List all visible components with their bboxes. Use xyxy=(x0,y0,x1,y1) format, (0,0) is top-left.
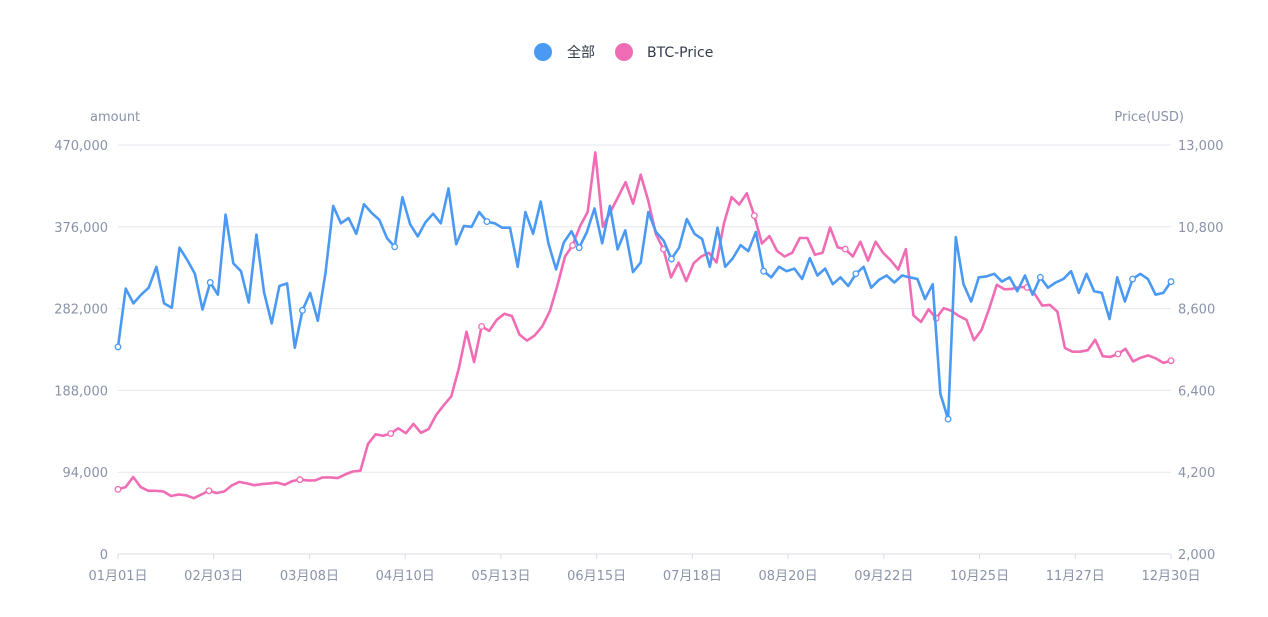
x-axis: 01月01日 02月03日 03月08日 04月10日 05月13日 06月15日 07月1… xyxy=(88,554,1201,584)
data-point xyxy=(1167,357,1175,365)
series-btc-price xyxy=(114,151,1175,500)
right-tick-label: 13,000 xyxy=(1178,139,1224,154)
series-all xyxy=(114,187,1175,423)
data-point xyxy=(750,212,758,220)
right-tick-label: 6,400 xyxy=(1178,384,1215,399)
legend-label-all: 全部 xyxy=(567,44,595,61)
x-tick-label: 01月01日 xyxy=(88,569,147,584)
left-tick-label: 282,000 xyxy=(54,303,108,318)
left-y-axis: 470,000 376,000 282,000 188,000 94,000 0 xyxy=(54,139,108,563)
x-tick-label: 11月27日 xyxy=(1046,569,1105,584)
x-tick-label: 02月03日 xyxy=(184,569,243,584)
data-point xyxy=(483,218,491,226)
left-tick-label: 94,000 xyxy=(63,466,109,481)
x-tick-label: 03月08日 xyxy=(280,569,339,584)
data-point xyxy=(296,476,304,484)
left-tick-label: 376,000 xyxy=(54,221,108,236)
x-tick-label: 12月30日 xyxy=(1141,569,1200,584)
right-axis-title: Price(USD) xyxy=(1114,110,1184,125)
gridlines xyxy=(118,144,1171,555)
legend-item-btc-price[interactable]: BTC-Price xyxy=(615,43,713,61)
data-point xyxy=(841,245,849,253)
data-point xyxy=(569,241,576,249)
data-point xyxy=(852,270,860,278)
data-point xyxy=(114,343,122,351)
x-tick-label: 08月20日 xyxy=(759,569,818,584)
data-point xyxy=(387,430,395,437)
legend-item-all[interactable]: 全部 xyxy=(534,43,595,61)
left-axis-title: amount xyxy=(90,110,140,125)
data-point xyxy=(299,306,306,314)
data-point xyxy=(667,255,675,263)
left-tick-label: 470,000 xyxy=(54,139,108,154)
data-point xyxy=(1167,278,1175,286)
data-point xyxy=(114,485,122,493)
right-tick-label: 8,600 xyxy=(1178,303,1215,318)
x-tick-label: 07月18日 xyxy=(663,569,722,584)
data-point xyxy=(391,243,399,251)
data-point xyxy=(205,487,213,495)
x-tick-label: 06月15日 xyxy=(567,569,626,584)
data-point xyxy=(1036,273,1044,281)
data-point xyxy=(206,279,214,286)
left-tick-label: 0 xyxy=(100,548,108,563)
series-layer xyxy=(114,151,1175,500)
legend: 全部 BTC-Price xyxy=(534,43,713,61)
legend-label-btc-price: BTC-Price xyxy=(647,45,713,61)
x-tick-label: 05月13日 xyxy=(471,569,530,584)
data-point xyxy=(1114,350,1122,358)
right-tick-label: 10,800 xyxy=(1178,221,1224,236)
data-point xyxy=(760,267,768,275)
data-point xyxy=(575,244,583,252)
right-tick-label: 4,200 xyxy=(1178,466,1215,481)
data-point xyxy=(1129,275,1137,283)
legend-dot-all xyxy=(534,43,552,61)
data-point xyxy=(478,322,486,330)
left-tick-label: 188,000 xyxy=(54,384,108,399)
data-point xyxy=(944,415,952,423)
series-line xyxy=(116,187,1173,421)
legend-dot-btc-price xyxy=(615,43,633,61)
right-y-axis: 13,000 10,800 8,600 6,400 4,200 2,000 xyxy=(1178,139,1224,563)
x-tick-label: 10月25日 xyxy=(950,569,1009,584)
x-tick-label: 09月22日 xyxy=(854,569,913,584)
x-tick-label: 04月10日 xyxy=(376,569,435,584)
series-line xyxy=(116,151,1173,500)
right-tick-label: 2,000 xyxy=(1178,548,1215,563)
